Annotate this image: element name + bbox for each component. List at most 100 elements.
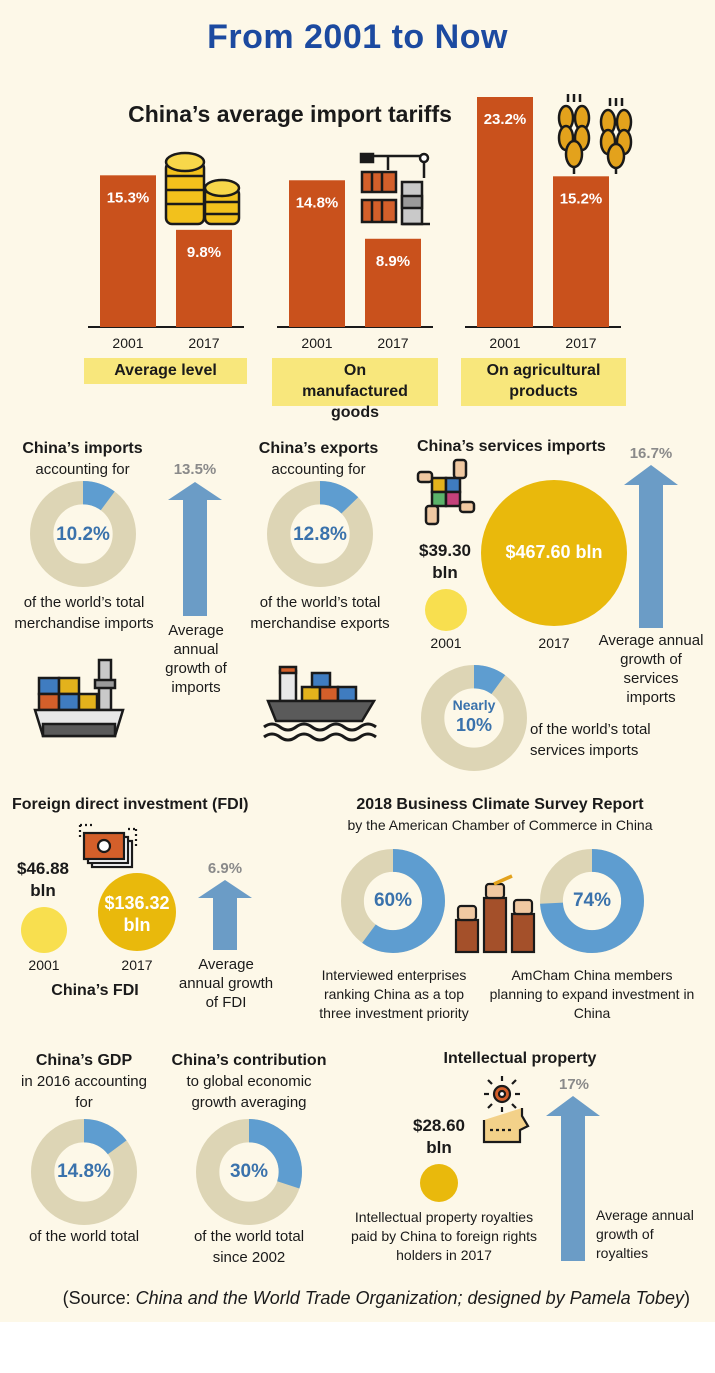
gdp-donut <box>30 1118 138 1226</box>
fdi-growth-arrow <box>198 880 252 950</box>
services-2017-value: $467.60 bln <box>505 542 603 562</box>
services-2001-year: 2001 <box>430 635 462 651</box>
contribution-donut-slice <box>195 1118 303 1226</box>
imports-growth-caption: Average annual growth of imports <box>165 622 227 696</box>
contribution-donut <box>195 1118 303 1226</box>
tariff-bar <box>477 97 533 327</box>
services-share-donut <box>420 664 528 772</box>
gdp-caption: of the world total <box>28 1228 140 1245</box>
gdp-title-block: China’s GDP in 2016 accounting for <box>20 1050 148 1113</box>
contribution-sub: to global economic growth averaging <box>186 1073 312 1111</box>
source-line: (Source: China and the World Trade Organ… <box>0 1288 690 1309</box>
survey-right-caption: AmCham China members planning to expand … <box>489 967 695 1021</box>
tariff-value-label: 14.8% <box>296 194 339 211</box>
source-prefix: (Source: <box>62 1288 136 1308</box>
services-growth-caption: Average annual growth of services import… <box>598 632 704 706</box>
gdp-sub: in 2016 accounting for <box>21 1073 147 1111</box>
tariff-year-label: 2017 <box>377 335 408 351</box>
tariff-value-label: 9.8% <box>187 244 221 261</box>
survey-left-caption: Interviewed enterprises ranking China as… <box>319 967 469 1021</box>
money-icon <box>78 823 138 869</box>
ip-title: Intellectual property <box>443 1050 597 1067</box>
survey-right-label: 74% <box>572 890 612 911</box>
exports-title-block: China’s exports accounting for <box>246 438 391 480</box>
fdi-title: Foreign direct investment (FDI) <box>12 796 249 813</box>
tariffs-heading: China’s average import tariffs <box>128 101 452 127</box>
survey-left-donut-slice <box>340 848 446 954</box>
imports-donut-slice <box>29 480 137 588</box>
idea-head-icon <box>482 1076 530 1144</box>
imports-sub: accounting for <box>35 461 130 478</box>
survey-sub: by the American Chamber of Commerce in C… <box>347 817 653 833</box>
wheat-icon <box>557 94 633 174</box>
raised-hands-icon <box>454 874 536 954</box>
source-italic: China and the World Trade Organization; … <box>135 1288 684 1308</box>
survey-right-donut <box>539 848 645 954</box>
tariff-bar <box>553 176 609 327</box>
crane-container-icon <box>359 152 430 226</box>
gdp-title: China’s GDP <box>35 1052 133 1069</box>
services-title: China’s services imports <box>417 438 606 455</box>
fdi-growth-caption: Average annual growth of FDI <box>178 956 274 1011</box>
exports-donut-slice <box>266 480 374 588</box>
survey-right-donut-slice <box>539 848 645 954</box>
tariff-year-label: 2017 <box>188 335 219 351</box>
tariff-year-label: 2017 <box>565 335 596 351</box>
services-2001-circle <box>425 589 467 631</box>
tariff-value-label: 15.3% <box>107 189 150 206</box>
source-suffix: ) <box>684 1288 690 1308</box>
gdp-share-label: 14.8% <box>57 1161 111 1182</box>
ship-icon <box>263 665 377 742</box>
tariffs-bar-chart: 15.3% 2001 9.8% 2017 14.8% 2001 8.9% 2017 23.2% 2… <box>88 97 621 351</box>
services-share-label-1: Nearly <box>452 697 496 713</box>
fdi-2001-circle <box>21 907 67 953</box>
coins-icon <box>164 151 241 226</box>
imports-caption: of the world’s total merchandise imports <box>14 594 154 632</box>
cargo-ship-icon <box>33 658 125 738</box>
gdp-donut-track <box>30 1118 138 1226</box>
fdi-subtitle: China’s FDI <box>51 982 139 999</box>
services-share-caption: of the world’s total services imports <box>530 721 651 759</box>
tariff-bar <box>100 175 156 327</box>
tariff-bar <box>365 238 421 327</box>
fdi-2017-year: 2017 <box>121 957 153 973</box>
category-label-average: Average level <box>84 358 247 384</box>
tariff-bar <box>289 180 345 327</box>
survey-left-donut <box>340 848 446 954</box>
imports-growth-arrow <box>168 482 222 616</box>
exports-caption: of the world’s total merchandise exports <box>250 594 390 632</box>
fdi-2001-year: 2001 <box>28 957 60 973</box>
ip-caption: Intellectual property royalties paid by … <box>351 1209 537 1263</box>
puzzle-hands-icon <box>416 458 476 526</box>
ip-growth-arrow <box>546 1096 600 1261</box>
services-2017-year: 2017 <box>538 635 570 651</box>
imports-title: China’s imports <box>22 440 143 457</box>
page-title: From 2001 to Now <box>207 18 508 56</box>
imports-growth-label: 13.5% <box>173 461 217 478</box>
services-growth-arrow <box>624 465 678 628</box>
imports-title-block: China’s imports accounting for <box>10 438 155 480</box>
contribution-share-label: 30% <box>229 1161 269 1182</box>
services-donut-slice <box>420 664 528 772</box>
tariff-year-label: 2001 <box>301 335 332 351</box>
survey-title: 2018 Business Climate Survey Report <box>356 796 644 813</box>
services-share-label-2: 10% <box>455 715 493 735</box>
category-label-agricultural: On agricultural products <box>461 358 626 406</box>
tariff-value-label: 15.2% <box>560 190 603 207</box>
contribution-title-block: China’s contribution to global economic … <box>166 1050 332 1113</box>
tariff-bar <box>176 229 232 327</box>
imports-donut <box>29 480 137 588</box>
ip-growth-caption: Average annual growth of royalties <box>596 1207 694 1261</box>
infographic: From 2001 to Now China’s average import … <box>0 0 715 1322</box>
survey-left-label: 60% <box>373 890 413 911</box>
fdi-growth-label: 6.9% <box>207 860 243 877</box>
contribution-title: China’s contribution <box>171 1052 327 1069</box>
fdi-2017-circle <box>98 873 176 951</box>
contribution-caption: of the world total since 2002 <box>193 1228 305 1266</box>
fdi-2001-value: $46.88 bln <box>17 859 69 900</box>
tariff-year-label: 2001 <box>112 335 143 351</box>
services-2001-value: $39.30 bln <box>419 541 471 582</box>
exports-title: China’s exports <box>258 440 379 457</box>
exports-donut <box>266 480 374 588</box>
tariff-value-label: 8.9% <box>376 253 410 270</box>
